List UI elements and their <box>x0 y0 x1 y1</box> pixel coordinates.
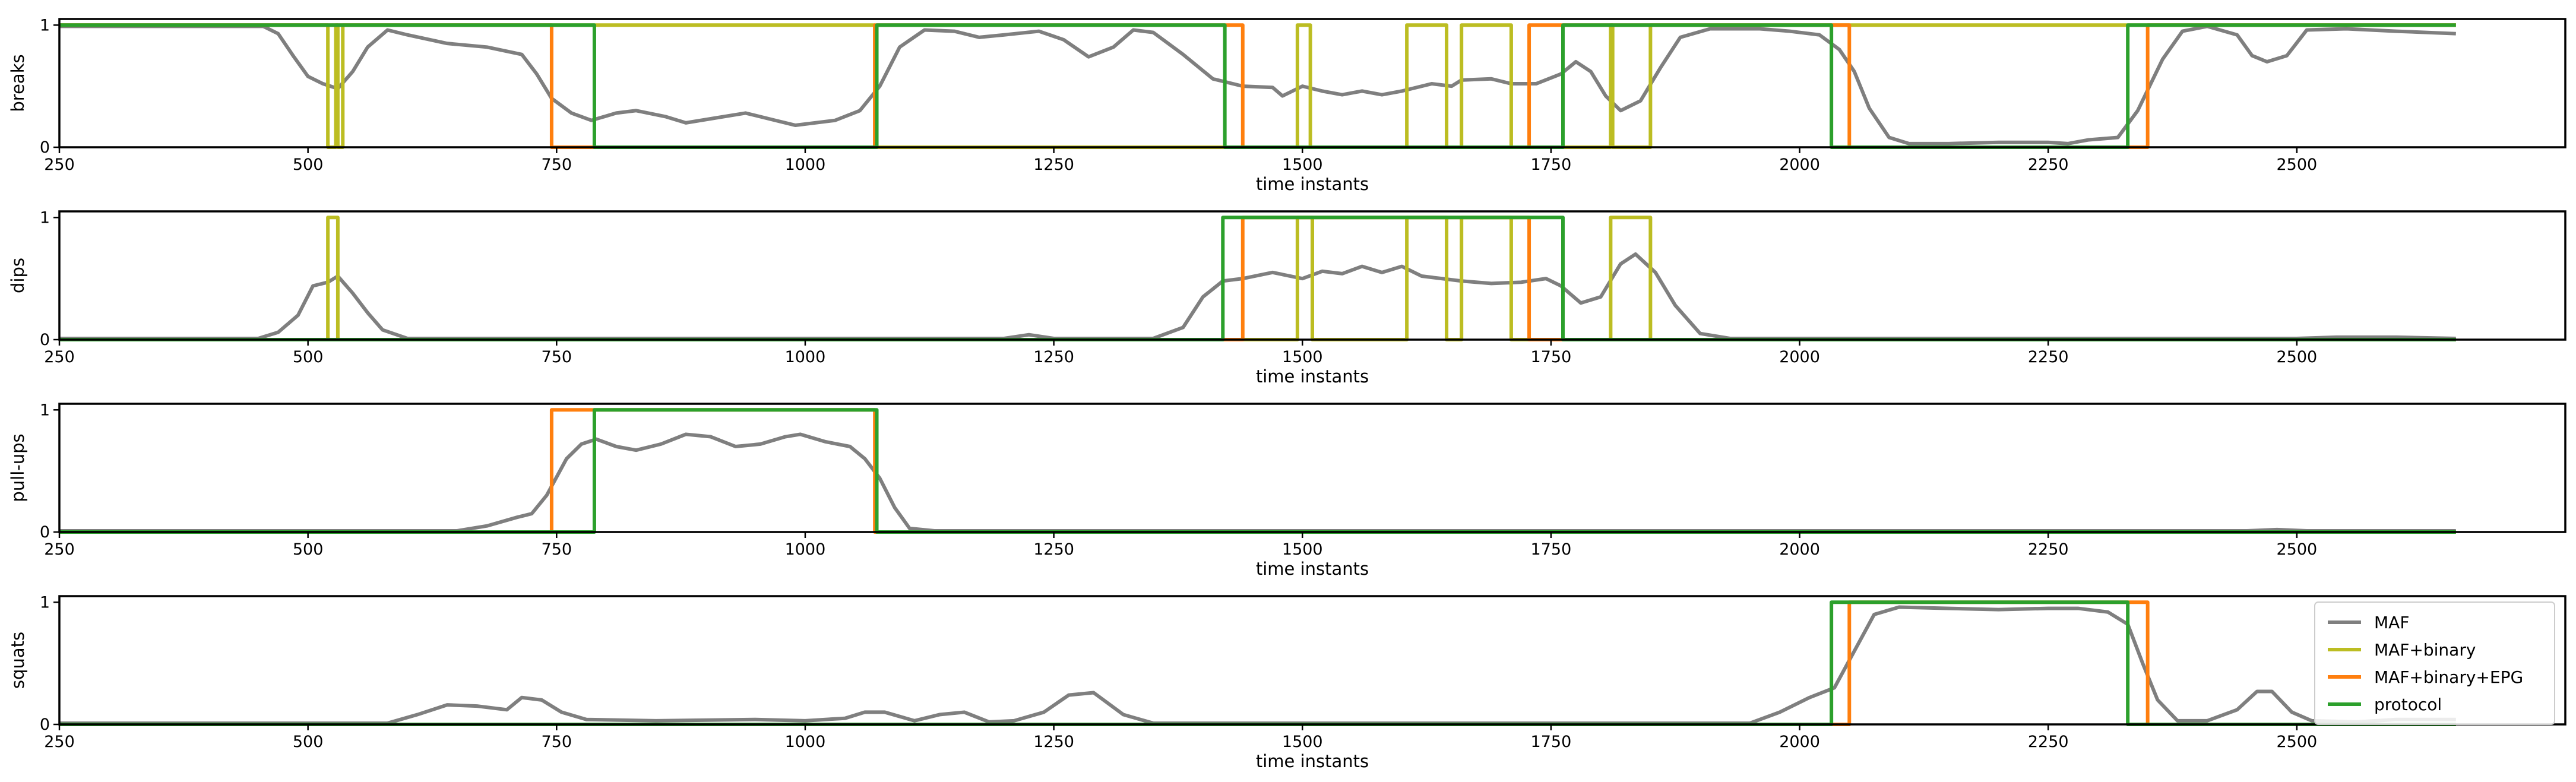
x-tick-label: 1250 <box>1033 156 1074 174</box>
legend-label: MAF <box>2374 613 2409 632</box>
series-line-maf-binary-epg <box>59 600 2456 726</box>
x-tick-label: 2250 <box>2028 348 2069 366</box>
x-tick-label: 1750 <box>1531 348 1572 366</box>
x-tick-label: 250 <box>44 733 75 751</box>
x-tick-label: 2000 <box>1779 348 1820 366</box>
panel-dips: 250 500 750 1000 1250 1500 1750 2000 2250 2500 0 1 t… <box>8 208 2566 387</box>
series-line-maf-binary-epg <box>59 408 2456 534</box>
x-tick-label: 250 <box>44 156 75 174</box>
y-tick-label: 1 <box>40 401 50 419</box>
legend: MAF MAF+binary MAF+binary+EPG protocol <box>2314 601 2555 725</box>
y-tick-label: 1 <box>40 208 50 227</box>
panel-pull-ups: 250 500 750 1000 1250 1500 1750 2000 2250 2500 0 1 t… <box>8 401 2566 579</box>
x-tick-label: 1000 <box>785 348 826 366</box>
x-tick-label: 2500 <box>2276 348 2317 366</box>
x-tick-label: 250 <box>44 348 75 366</box>
legend-label: MAF+binary+EPG <box>2374 667 2523 687</box>
legend-label: protocol <box>2374 695 2442 714</box>
x-axis-label: time instants <box>1256 559 1369 579</box>
series-line-protocol <box>59 600 2456 726</box>
y-axis-label: pull-ups <box>8 433 28 502</box>
x-tick-label: 500 <box>293 540 324 559</box>
x-tick-label: 500 <box>293 348 324 366</box>
x-tick-label: 1750 <box>1531 733 1572 751</box>
panel-squats: 250 500 750 1000 1250 1500 1750 2000 2250 2500 0 1 t… <box>8 593 2566 771</box>
x-tick-label: 1750 <box>1531 156 1572 174</box>
x-tick-label: 2000 <box>1779 733 1820 751</box>
x-axis-label: time instants <box>1256 366 1369 387</box>
y-tick-label: 0 <box>40 138 50 157</box>
x-tick-label: 1250 <box>1033 733 1074 751</box>
x-tick-label: 2000 <box>1779 156 1820 174</box>
series-line-protocol <box>59 216 2456 341</box>
x-tick-label: 2250 <box>2028 733 2069 751</box>
x-tick-label: 750 <box>542 348 572 366</box>
x-tick-label: 2500 <box>2276 540 2317 559</box>
series-group <box>59 23 2456 149</box>
series-line-maf <box>59 432 2456 533</box>
x-tick-label: 1500 <box>1282 733 1323 751</box>
x-tick-label: 1000 <box>785 156 826 174</box>
x-tick-label: 2250 <box>2028 156 2069 174</box>
axes-frame <box>58 18 2566 148</box>
y-axis-label: breaks <box>8 54 28 112</box>
y-tick-label: 0 <box>40 715 50 734</box>
series-group <box>59 600 2456 726</box>
x-axis-label: time instants <box>1256 751 1369 771</box>
series-line-maf <box>59 252 2456 340</box>
x-tick-label: 500 <box>293 156 324 174</box>
series-line-maf-binary-epg <box>59 216 2456 341</box>
series-line-maf-binary <box>59 216 2456 341</box>
legend-box <box>2314 601 2555 725</box>
x-axis-label: time instants <box>1256 174 1369 194</box>
axes-frame <box>58 403 2566 533</box>
x-tick-label: 2250 <box>2028 540 2069 559</box>
series-line-protocol <box>59 408 2456 534</box>
y-tick-label: 0 <box>40 331 50 349</box>
series-line-maf <box>59 605 2456 725</box>
y-tick-label: 1 <box>40 16 50 34</box>
x-tick-label: 1000 <box>785 733 826 751</box>
series-group <box>59 408 2456 534</box>
y-tick-label: 0 <box>40 523 50 542</box>
x-tick-label: 1000 <box>785 540 826 559</box>
x-tick-label: 1750 <box>1531 540 1572 559</box>
x-tick-label: 2500 <box>2276 733 2317 751</box>
y-axis-label: squats <box>8 632 28 689</box>
x-tick-label: 1500 <box>1282 348 1323 366</box>
x-tick-label: 1250 <box>1033 540 1074 559</box>
x-tick-label: 750 <box>542 733 572 751</box>
x-tick-label: 2500 <box>2276 156 2317 174</box>
x-tick-label: 1500 <box>1282 156 1323 174</box>
x-tick-label: 500 <box>293 733 324 751</box>
axes-frame <box>58 210 2566 341</box>
axes-frame <box>58 595 2566 726</box>
x-tick-label: 750 <box>542 540 572 559</box>
panel-breaks: 250 500 750 1000 1250 1500 1750 2000 2250 2500 0 1 t… <box>8 16 2566 194</box>
x-tick-label: 250 <box>44 540 75 559</box>
x-tick-label: 750 <box>542 156 572 174</box>
y-tick-label: 1 <box>40 593 50 612</box>
x-tick-label: 1500 <box>1282 540 1323 559</box>
legend-label: MAF+binary <box>2374 640 2476 660</box>
x-tick-label: 2000 <box>1779 540 1820 559</box>
y-axis-label: dips <box>8 258 28 293</box>
series-group <box>59 216 2456 341</box>
series-line-maf <box>59 24 2456 145</box>
x-tick-label: 1250 <box>1033 348 1074 366</box>
